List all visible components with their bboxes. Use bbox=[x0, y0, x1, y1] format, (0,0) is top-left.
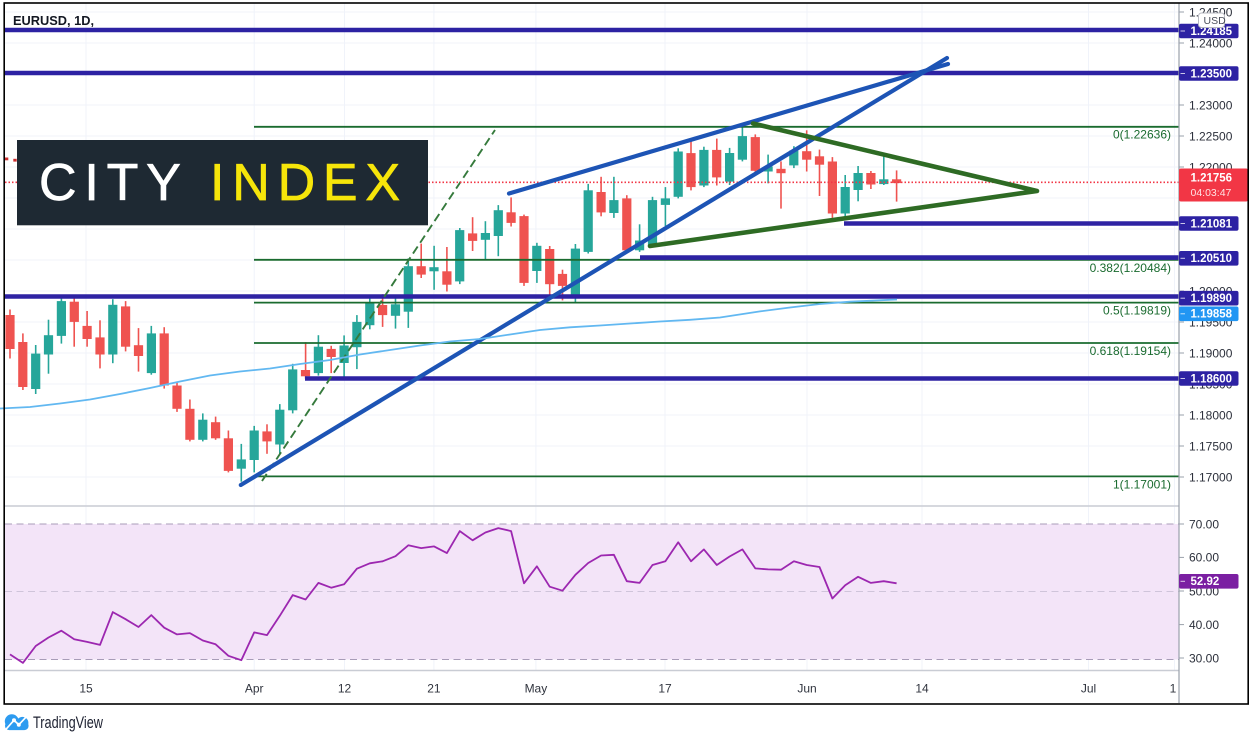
svg-text:1: 1 bbox=[1170, 682, 1177, 696]
svg-text:70.00: 70.00 bbox=[1189, 517, 1219, 531]
svg-text:1.24185: 1.24185 bbox=[1191, 26, 1233, 38]
svg-text:1.17000: 1.17000 bbox=[1189, 470, 1233, 484]
svg-text:0.382(1.20484): 0.382(1.20484) bbox=[1090, 261, 1171, 275]
svg-text:1.21756: 1.21756 bbox=[1191, 173, 1233, 185]
svg-text:TradingView: TradingView bbox=[33, 714, 103, 732]
svg-text:40.00: 40.00 bbox=[1189, 618, 1219, 632]
svg-text:USD: USD bbox=[1204, 15, 1227, 27]
svg-text:12: 12 bbox=[338, 682, 352, 696]
svg-text:15: 15 bbox=[79, 682, 93, 696]
svg-text:CITY INDEX: CITY INDEX bbox=[39, 154, 408, 212]
svg-text:Jun: Jun bbox=[797, 682, 816, 696]
svg-text:1(1.17001): 1(1.17001) bbox=[1113, 477, 1171, 491]
svg-text:0.618(1.19154): 0.618(1.19154) bbox=[1090, 344, 1171, 358]
svg-text:1.20510: 1.20510 bbox=[1191, 253, 1233, 265]
svg-text:60.00: 60.00 bbox=[1189, 551, 1219, 565]
svg-text:1.17500: 1.17500 bbox=[1189, 439, 1233, 453]
svg-text:EURUSD, 1D,: EURUSD, 1D, bbox=[13, 13, 94, 28]
svg-text:1.24000: 1.24000 bbox=[1189, 36, 1233, 50]
svg-text:04:03:47: 04:03:47 bbox=[1191, 187, 1232, 199]
svg-text:Jul: Jul bbox=[1081, 682, 1096, 696]
svg-text:52.92: 52.92 bbox=[1191, 576, 1220, 588]
svg-text:0.5(1.19819): 0.5(1.19819) bbox=[1103, 304, 1171, 318]
svg-text:17: 17 bbox=[658, 682, 672, 696]
svg-text:1.18000: 1.18000 bbox=[1189, 408, 1233, 422]
svg-text:1.19890: 1.19890 bbox=[1191, 293, 1233, 305]
svg-text:1.18600: 1.18600 bbox=[1191, 373, 1233, 385]
svg-text:1.19858: 1.19858 bbox=[1191, 309, 1233, 321]
svg-text:1.19000: 1.19000 bbox=[1189, 346, 1233, 360]
svg-text:1.23000: 1.23000 bbox=[1189, 98, 1233, 112]
svg-text:May: May bbox=[525, 682, 548, 696]
svg-text:14: 14 bbox=[915, 682, 929, 696]
svg-text:1.22500: 1.22500 bbox=[1189, 129, 1233, 143]
svg-text:1.23500: 1.23500 bbox=[1191, 68, 1233, 80]
svg-text:21: 21 bbox=[427, 682, 441, 696]
svg-text:0(1.22636): 0(1.22636) bbox=[1113, 128, 1171, 142]
svg-text:30.00: 30.00 bbox=[1189, 651, 1219, 665]
svg-text:Apr: Apr bbox=[245, 682, 264, 696]
svg-text:1.21081: 1.21081 bbox=[1191, 218, 1233, 230]
